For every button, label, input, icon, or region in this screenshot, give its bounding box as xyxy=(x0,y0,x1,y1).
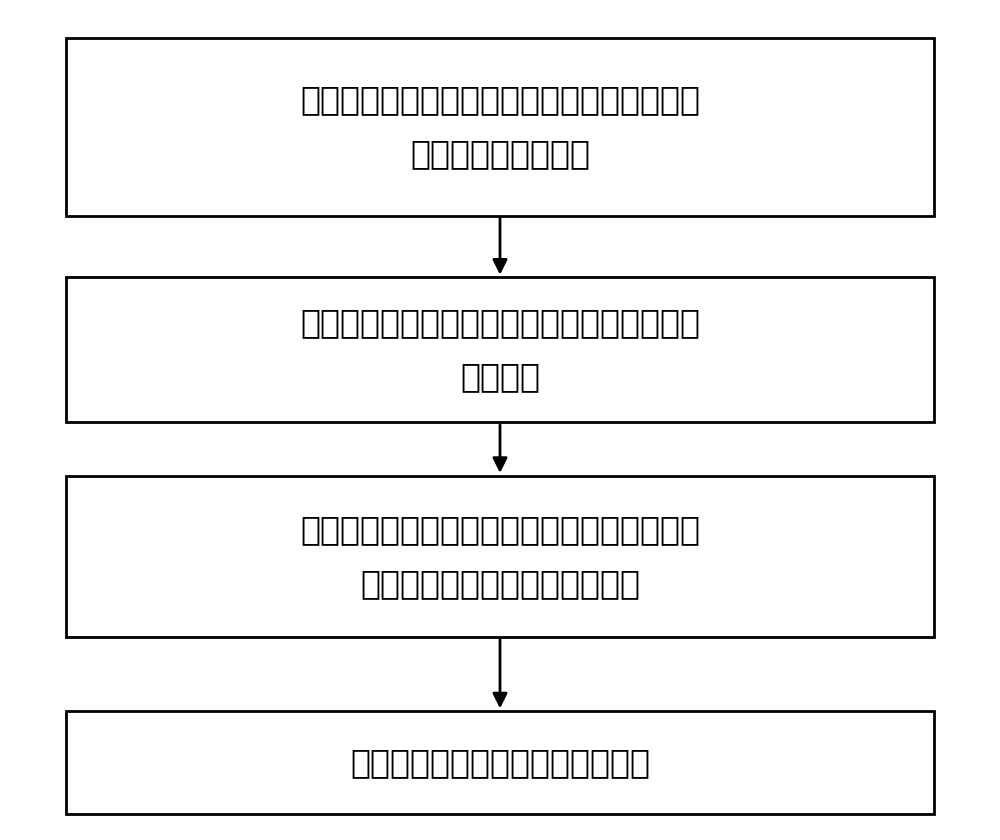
FancyBboxPatch shape xyxy=(66,711,934,815)
FancyBboxPatch shape xyxy=(66,277,934,422)
FancyBboxPatch shape xyxy=(66,475,934,637)
Text: 感知节点进行频谱感知，获取空间内不同位置
处的信号接收强度值: 感知节点进行频谱感知，获取空间内不同位置 处的信号接收强度值 xyxy=(300,83,700,171)
Text: 通过克里金插值获取空间内低、高分辨率频谱
地图图像: 通过克里金插值获取空间内低、高分辨率频谱 地图图像 xyxy=(300,307,700,393)
Text: 对低、高分辨率频谱地图图像进行字典构建、
特征提取以及卷积神经网络学习: 对低、高分辨率频谱地图图像进行字典构建、 特征提取以及卷积神经网络学习 xyxy=(300,513,700,600)
FancyBboxPatch shape xyxy=(66,38,934,216)
Text: 获取本场景下的离线训练所得模型: 获取本场景下的离线训练所得模型 xyxy=(350,746,650,780)
